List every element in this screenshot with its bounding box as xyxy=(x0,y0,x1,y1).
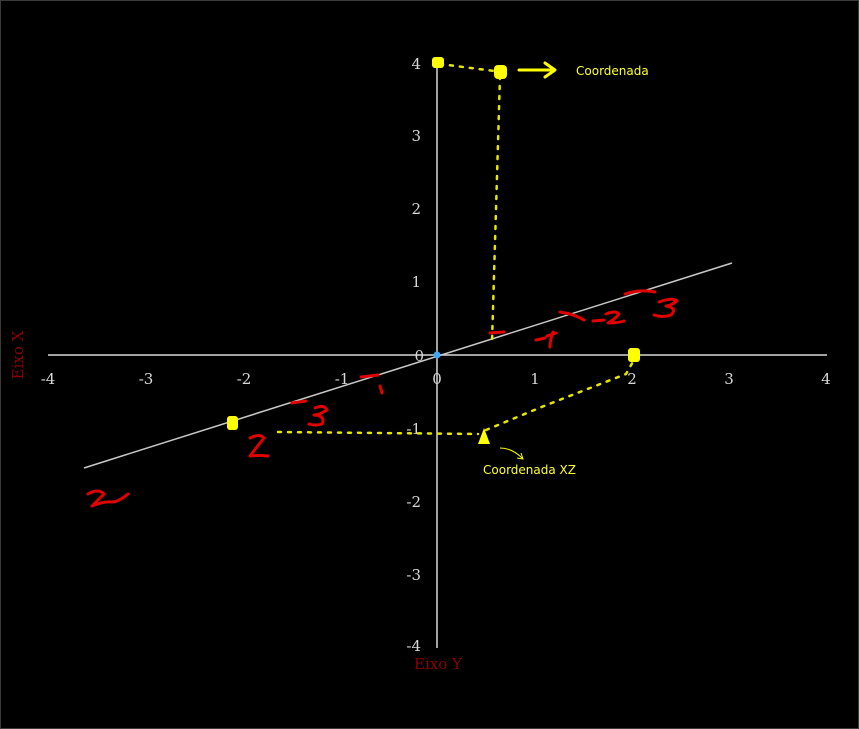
tick-label-v8: -4 xyxy=(406,637,421,655)
marker-left xyxy=(227,416,238,430)
tick-label-h2: -2 xyxy=(237,370,252,388)
small-arrow-icon xyxy=(499,447,524,460)
arrow-icon xyxy=(517,61,557,79)
tick-label-h3: -1 xyxy=(335,370,350,388)
tick-label-h1: -3 xyxy=(139,370,154,388)
guide-bottom-horizontal xyxy=(276,430,480,436)
scribble-near-origin-left xyxy=(359,373,384,395)
marker-x-two xyxy=(628,348,640,362)
tick-label-v3: 1 xyxy=(411,273,421,291)
guide-vertical-projection xyxy=(490,74,502,344)
red-handwriting xyxy=(86,289,679,508)
origin-point xyxy=(433,351,441,359)
guide-top-horizontal xyxy=(438,62,504,74)
coordinate-label: Coordenada xyxy=(576,64,649,78)
tick-label-v0: 4 xyxy=(411,55,421,73)
coordinate-xz-label: Coordenada XZ xyxy=(483,463,576,477)
tick-label-v4: 0 xyxy=(414,347,424,365)
marker-coordinate xyxy=(494,65,507,79)
horizontal-tick-labels: -4 -3 -2 -1 0 1 2 3 4 xyxy=(41,370,831,388)
guide-diagonal xyxy=(484,358,636,432)
yellow-guides xyxy=(276,62,636,436)
tick-label-v2: 2 xyxy=(411,200,421,218)
tick-label-v1: 3 xyxy=(411,127,421,145)
tick-label-h8: 4 xyxy=(821,370,831,388)
scribble-left-two xyxy=(248,434,270,458)
tick-label-h0: -4 xyxy=(41,370,56,388)
tick-label-h6: 2 xyxy=(627,370,637,388)
marker-y-axis-top xyxy=(432,57,444,68)
tick-label-h4: 0 xyxy=(432,370,442,388)
scribble-mid-right xyxy=(558,310,626,325)
scribble-bottom-left xyxy=(86,489,130,508)
tick-label-v6: -2 xyxy=(406,493,421,511)
yellow-markers xyxy=(227,57,640,444)
scribble-top-right xyxy=(623,289,679,318)
scribble-left-mid xyxy=(290,399,329,427)
x-axis-label: Eixo X xyxy=(9,330,27,379)
tick-label-v7: -3 xyxy=(406,566,421,584)
y-axis-label: Eixo Y xyxy=(414,655,463,673)
scribble-near-origin-right xyxy=(488,330,558,349)
tick-label-h5: 1 xyxy=(530,370,540,388)
tick-label-h7: 3 xyxy=(724,370,734,388)
oblique-axis xyxy=(83,262,733,469)
marker-xz xyxy=(478,428,490,444)
tick-label-v5: -1 xyxy=(406,420,421,438)
